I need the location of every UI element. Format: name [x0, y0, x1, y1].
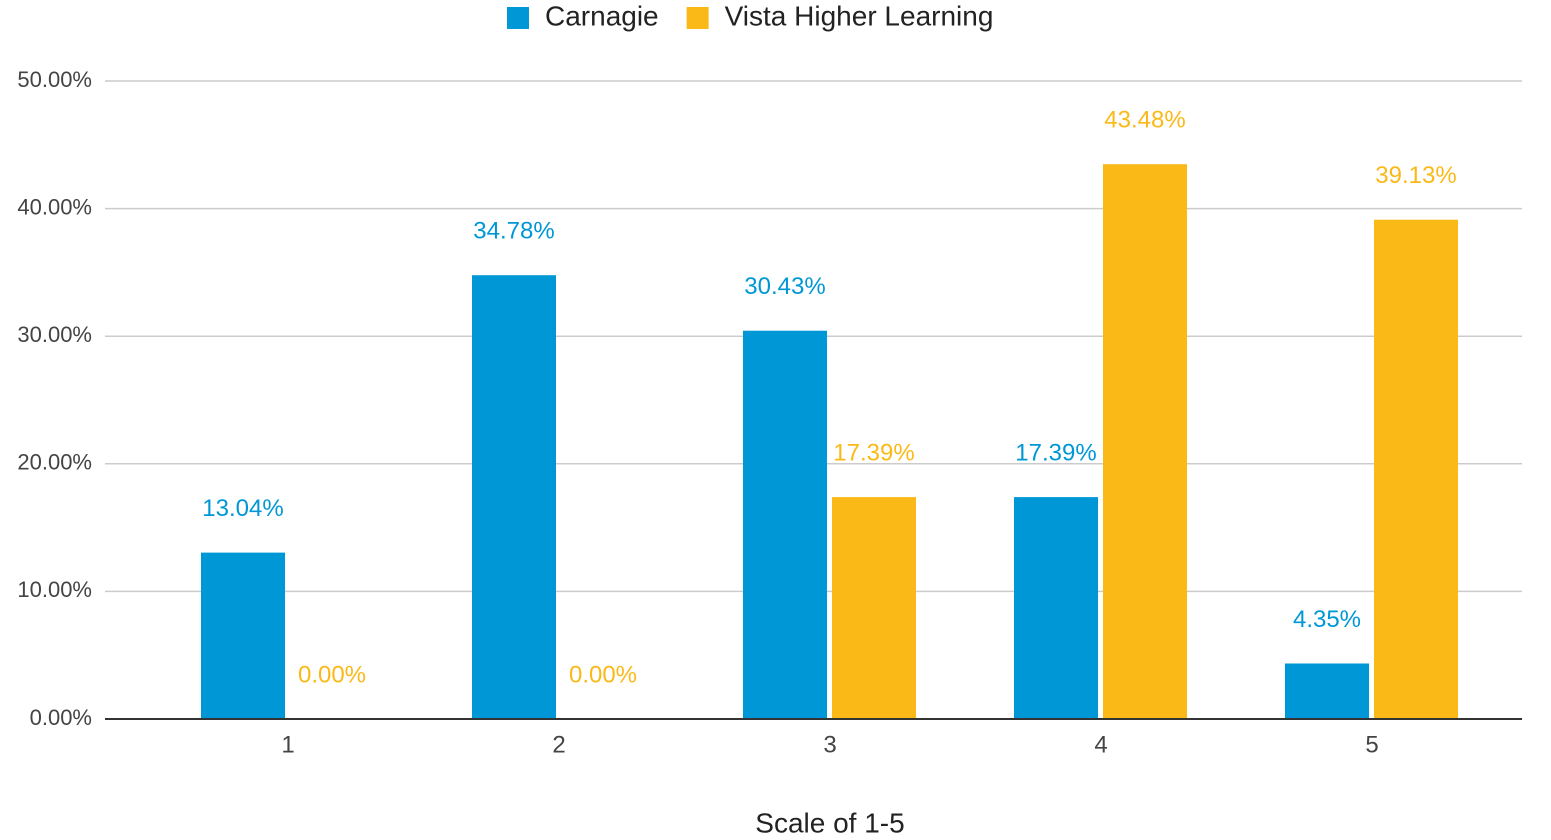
- y-tick-label: 10.00%: [17, 577, 92, 602]
- bar: [743, 330, 827, 719]
- data-label: 39.13%: [1375, 162, 1456, 189]
- y-tick-label: 0.00%: [30, 705, 92, 730]
- legend-label: Vista Higher Learning: [725, 0, 994, 31]
- data-label: 30.43%: [744, 273, 825, 300]
- bar: [1374, 219, 1458, 719]
- legend-swatch: [686, 7, 709, 29]
- x-tick-label: 5: [1365, 731, 1378, 758]
- x-tick-label: 1: [281, 731, 294, 758]
- bar: [201, 552, 285, 719]
- y-tick-label: 50.00%: [17, 67, 92, 92]
- data-label: 34.78%: [473, 218, 554, 245]
- y-tick-label: 20.00%: [17, 450, 92, 475]
- bar: [472, 275, 556, 719]
- x-tick-label: 4: [1094, 731, 1107, 758]
- data-label: 43.48%: [1104, 107, 1185, 134]
- bar: [832, 497, 916, 719]
- data-label: 4.35%: [1293, 606, 1361, 633]
- data-label: 13.04%: [202, 495, 283, 522]
- x-tick-label: 2: [552, 731, 565, 758]
- legend-label: Carnagie: [545, 0, 659, 31]
- bar: [1103, 164, 1187, 720]
- data-label: 17.39%: [1015, 439, 1096, 466]
- x-axis-title: Scale of 1-5: [755, 807, 904, 838]
- y-tick-label: 30.00%: [17, 322, 92, 347]
- data-label: 0.00%: [569, 661, 637, 688]
- bar: [1014, 497, 1098, 719]
- legend-swatch: [507, 7, 529, 29]
- x-tick-label: 3: [823, 731, 836, 758]
- y-tick-label: 40.00%: [17, 194, 92, 219]
- data-label: 0.00%: [298, 661, 366, 688]
- bar: [1285, 663, 1369, 719]
- data-label: 17.39%: [833, 439, 914, 466]
